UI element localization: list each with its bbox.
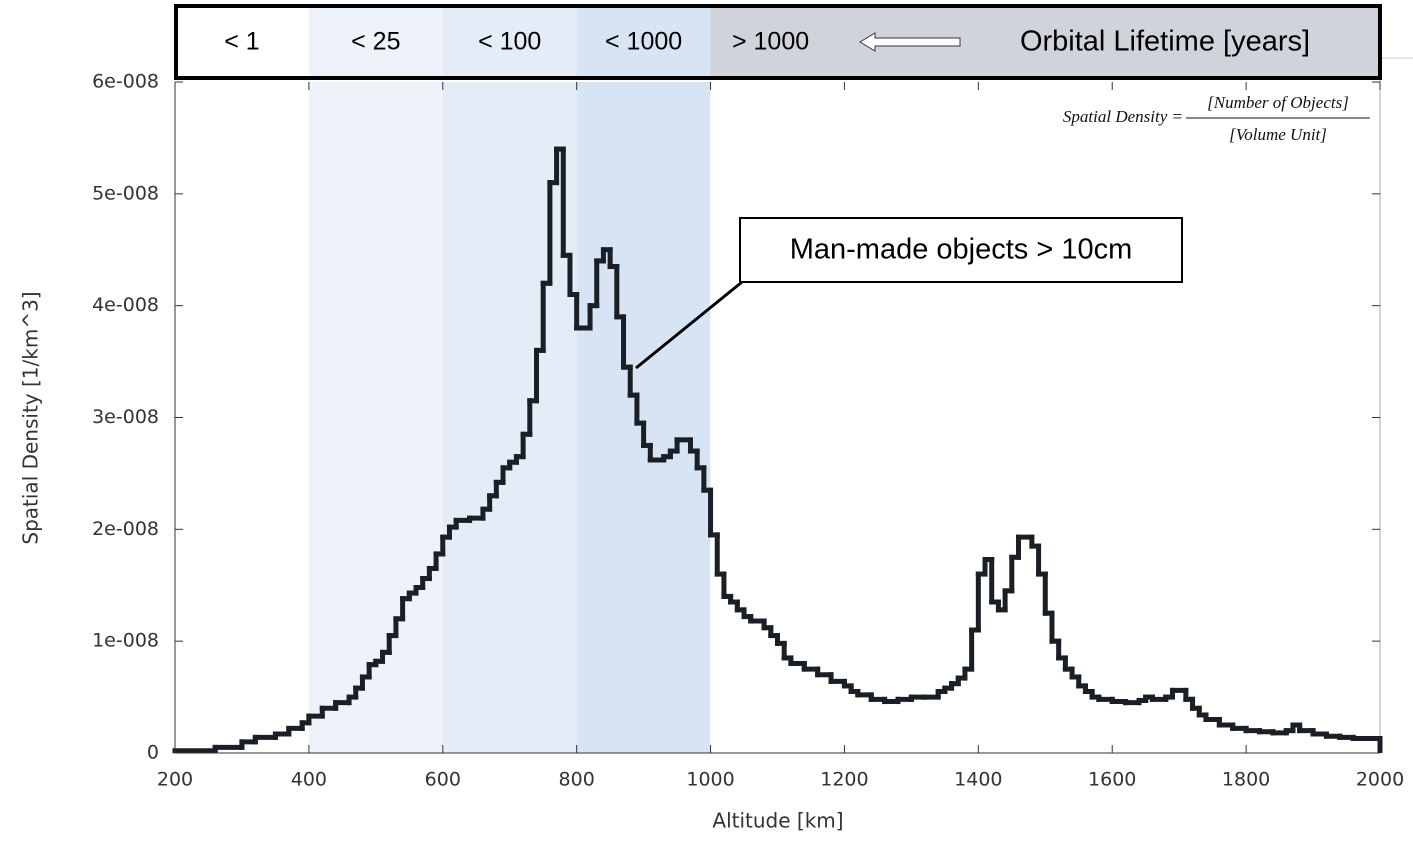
- lifetime-band: [710, 82, 1380, 753]
- y-tick-label: 6e-008: [92, 71, 159, 93]
- x-tick-label: 400: [291, 769, 327, 791]
- header-band: [308, 6, 443, 78]
- lifetime-band: [576, 82, 711, 753]
- x-tick-label: 1200: [820, 769, 868, 791]
- band-label: > 1000: [732, 28, 809, 56]
- x-tick-label: 2000: [1356, 769, 1404, 791]
- lifetime-band: [308, 82, 443, 753]
- header-band: [576, 6, 711, 78]
- band-label: < 1: [224, 28, 259, 56]
- x-tick-label: 800: [559, 769, 595, 791]
- header: < 1 < 25 < 100 < 1000 > 1000: [175, 6, 1380, 78]
- header-band: [442, 6, 577, 78]
- header-box: [174, 4, 1382, 80]
- band-label: < 1000: [605, 28, 682, 56]
- y-tick-label: 0: [147, 742, 159, 764]
- y-tick-label: 4e-008: [92, 294, 159, 316]
- step-line: [172, 146, 1383, 754]
- arrow: [859, 32, 961, 52]
- x-tick-label: 600: [425, 769, 461, 791]
- y-tick-label: 1e-008: [92, 630, 159, 652]
- x-tick-label: 1600: [1088, 769, 1136, 791]
- x-tick-label: 200: [157, 769, 193, 791]
- y-tick-label: 5e-008: [92, 182, 159, 204]
- y-tick-label: 3e-008: [92, 406, 159, 428]
- x-tick-label: 1000: [686, 769, 734, 791]
- x-tick-label: 1400: [954, 769, 1002, 791]
- x-tick-label: 1800: [1222, 769, 1270, 791]
- lifetime-band: [175, 82, 309, 753]
- annotation-pointer: [635, 280, 743, 370]
- band-label: < 25: [351, 28, 400, 56]
- formula-numerator: [Number of Objects]: [1207, 93, 1349, 112]
- tick-layer: 200 400 600 800 1000 1200 1400 1600 1800 2000 0 1e-…: [92, 71, 1404, 791]
- band-layer: [175, 82, 1380, 753]
- y-tick-label: 2e-008: [92, 518, 159, 540]
- formula-lhs: Spatial Density =: [1063, 107, 1183, 126]
- lifetime-band: [442, 82, 577, 753]
- annotation-box: [739, 217, 1183, 283]
- band-label: < 100: [478, 28, 541, 56]
- y-axis-title: Spatial Density [1/km^3]: [19, 291, 43, 544]
- header-band: [175, 6, 309, 78]
- annotation: Man-made objects > 10cm: [790, 234, 1133, 266]
- header-title: Orbital Lifetime [years]: [1020, 26, 1310, 58]
- x-axis-title: Altitude [km]: [712, 809, 843, 833]
- header-band: [710, 6, 1380, 78]
- formula-denominator: [Volume Unit]: [1229, 125, 1327, 144]
